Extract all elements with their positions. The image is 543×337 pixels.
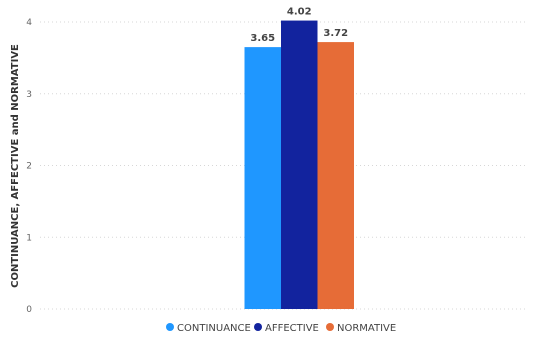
gridlines — [40, 21, 525, 310]
legend-marker-icon — [166, 323, 174, 331]
legend[interactable]: CONTINUANCE AFFECTIVE NORMATIVE — [166, 323, 396, 334]
y-tick-label: 3 — [26, 90, 32, 100]
legend-label: AFFECTIVE — [265, 323, 319, 334]
data-label-normative: 3.72 — [323, 28, 348, 39]
legend-item-normative[interactable]: NORMATIVE — [326, 323, 396, 334]
legend-marker-icon — [254, 323, 262, 331]
y-axis-label: CONTINUANCE, AFFECTIVE and NORMATIVE — [10, 44, 21, 288]
legend-label: NORMATIVE — [337, 323, 396, 334]
y-tick-label: 1 — [26, 233, 32, 243]
legend-item-affective[interactable]: AFFECTIVE — [254, 323, 319, 334]
bars — [244, 20, 355, 310]
legend-label: CONTINUANCE — [177, 323, 251, 334]
y-tick-label: 2 — [26, 162, 32, 172]
y-tick-label: 4 — [26, 18, 32, 28]
data-label-affective: 4.02 — [287, 7, 312, 18]
y-tick-label: 0 — [26, 305, 32, 315]
y-axis-ticks: 0 1 2 3 4 — [26, 18, 32, 315]
legend-marker-icon — [326, 323, 334, 331]
bar-normative[interactable] — [317, 42, 355, 310]
data-label-continuance: 3.65 — [250, 33, 275, 44]
data-labels: 3.65 4.02 3.72 — [250, 7, 348, 45]
bar-affective[interactable] — [281, 20, 318, 309]
legend-item-continuance[interactable]: CONTINUANCE — [166, 323, 251, 334]
bar-continuance[interactable] — [244, 47, 282, 310]
